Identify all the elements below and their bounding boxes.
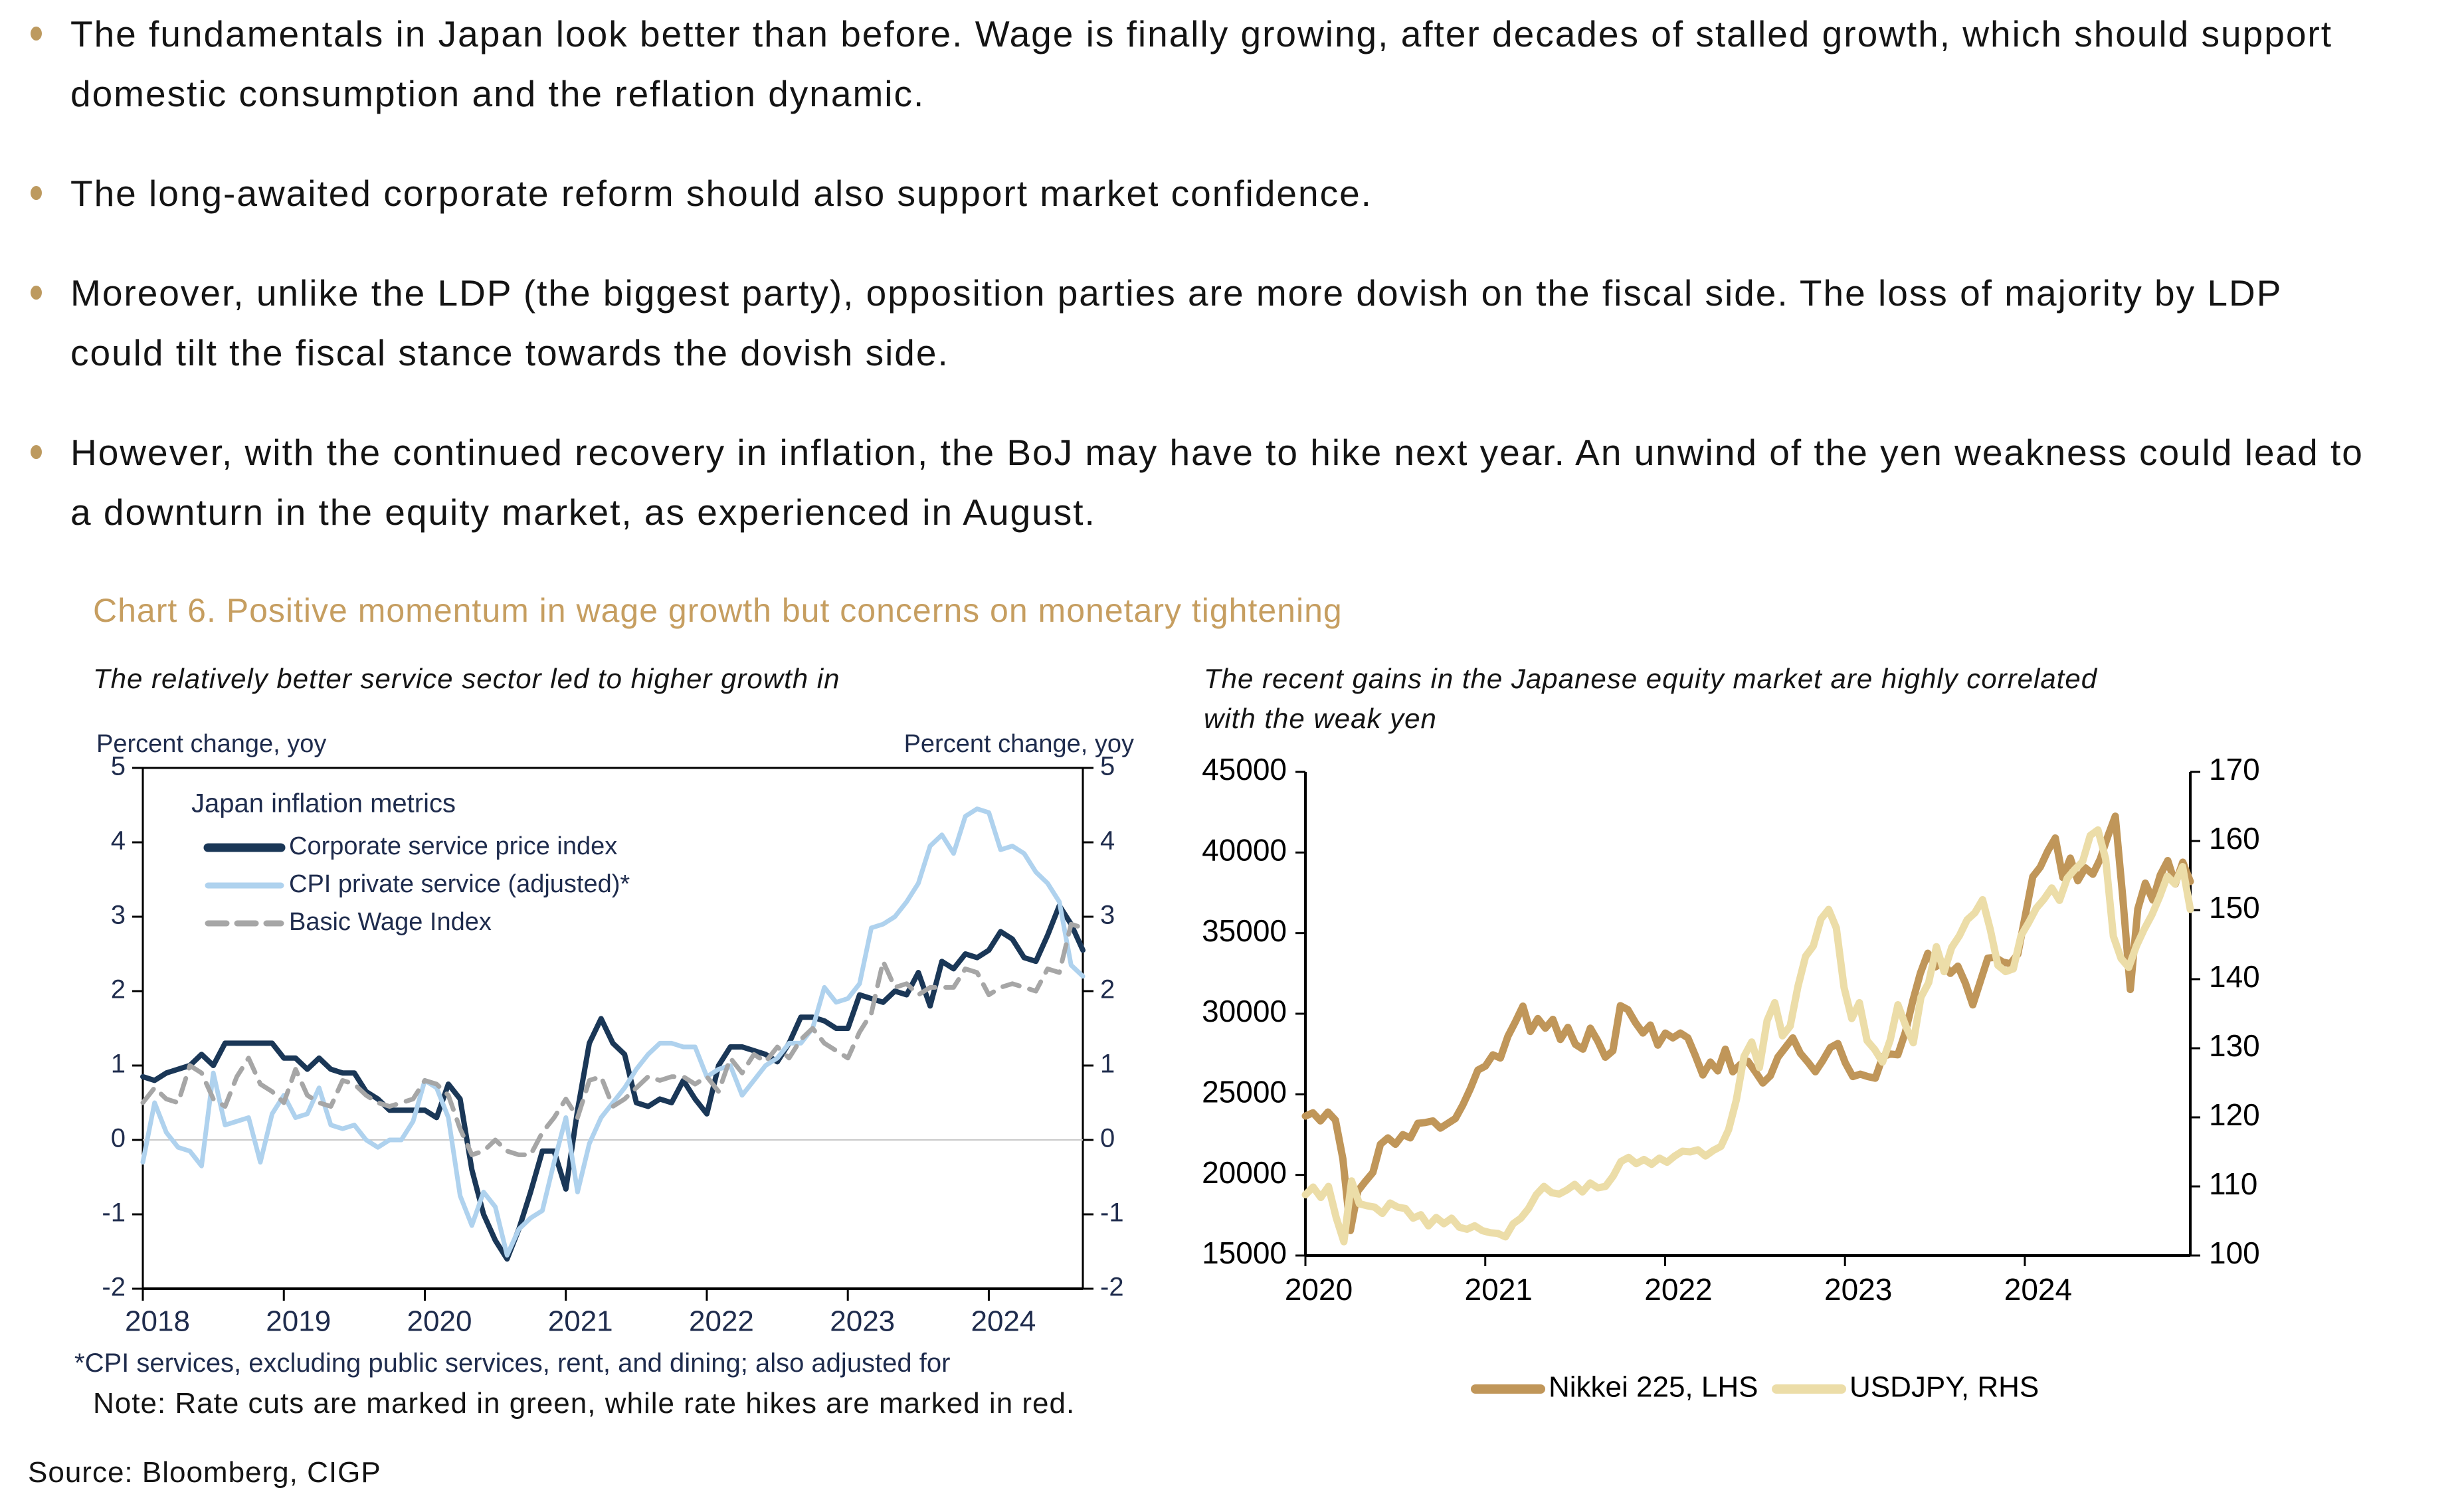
y-tick-label-left: 0 bbox=[111, 1124, 126, 1153]
y-tick-label-right: 0 bbox=[1100, 1124, 1115, 1153]
x-tick-label: 2021 bbox=[1465, 1272, 1533, 1307]
bullet-item: The fundamentals in Japan look better th… bbox=[28, 4, 2366, 124]
y-tick-label-right: 4 bbox=[1100, 826, 1115, 856]
bullet-dot bbox=[31, 445, 42, 459]
rate-note: Note: Rate cuts are marked in green, whi… bbox=[93, 1387, 1076, 1420]
series-line bbox=[1301, 826, 2194, 1246]
series-line bbox=[1301, 812, 2194, 1234]
y-tick-label-right: 3 bbox=[1100, 901, 1115, 930]
bullet-item: Moreover, unlike the LDP (the biggest pa… bbox=[28, 263, 2366, 383]
nikkei-usdjpy-chart: 45000 40000 35000 30000 25000 20000 15000 170 16… bbox=[1202, 752, 2260, 1404]
x-tick-label: 2019 bbox=[266, 1305, 331, 1338]
y-tick-label-left: 15000 bbox=[1202, 1236, 1287, 1270]
legend-label: CPI private service (adjusted)* bbox=[289, 870, 630, 898]
x-tick-label: 2023 bbox=[830, 1305, 895, 1338]
y-tick-label-left: 40000 bbox=[1202, 832, 1287, 867]
y-tick-label-left: 3 bbox=[111, 901, 126, 930]
x-tick-label: 2024 bbox=[2004, 1272, 2072, 1307]
y-tick-label-left: 35000 bbox=[1202, 913, 1287, 948]
bullet-dot bbox=[31, 186, 42, 200]
right-chart-subtitle-line1: The recent gains in the Japanese equity … bbox=[1204, 663, 2098, 694]
bullet-text: The fundamentals in Japan look better th… bbox=[70, 13, 2333, 114]
legend-title: Japan inflation metrics bbox=[191, 789, 456, 818]
x-tick-label: 2020 bbox=[407, 1305, 472, 1338]
bullet-dot bbox=[31, 286, 42, 300]
y-tick-label-right: 2 bbox=[1100, 975, 1115, 1004]
bullet-text: However, with the continued recovery in … bbox=[70, 432, 2364, 533]
series-line bbox=[140, 903, 1086, 1262]
y-tick-label-left: 25000 bbox=[1202, 1074, 1287, 1109]
x-tick-label: 2022 bbox=[1644, 1272, 1712, 1307]
x-tick-label: 2023 bbox=[1824, 1272, 1892, 1307]
bullet-text: Moreover, unlike the LDP (the biggest pa… bbox=[70, 272, 2282, 373]
y-tick-label-left: 45000 bbox=[1202, 752, 1287, 787]
y-tick-label-left: 2 bbox=[111, 975, 126, 1004]
y-tick-label-left: -1 bbox=[102, 1198, 126, 1228]
bullet-dot bbox=[31, 27, 42, 41]
y-tick-label-left: 30000 bbox=[1202, 994, 1287, 1028]
legend-label: Basic Wage Index bbox=[289, 908, 492, 936]
x-tick-label: 2022 bbox=[689, 1305, 754, 1338]
right-chart-subtitle-line2: with the weak yen bbox=[1204, 703, 1437, 734]
legend-label: Nikkei 225, LHS bbox=[1549, 1371, 1758, 1404]
legend-label: Corporate service price index bbox=[289, 832, 617, 860]
legend-label: USDJPY, RHS bbox=[1849, 1371, 2039, 1404]
y-tick-label-right: 130 bbox=[2209, 1028, 2260, 1063]
y-tick-label-right: 110 bbox=[2209, 1166, 2257, 1201]
y-tick-label-right: 160 bbox=[2209, 821, 2260, 856]
y-axis-title-right: Percent change, yoy bbox=[904, 730, 1134, 758]
y-axis-title-left: Percent change, yoy bbox=[96, 730, 326, 758]
y-tick-label-left: 4 bbox=[111, 826, 126, 856]
y-tick-label-left: -2 bbox=[102, 1273, 126, 1302]
bullet-item: The long-awaited corporate reform should… bbox=[28, 163, 2366, 223]
source-line: Source: Bloomberg, CIGP bbox=[28, 1456, 381, 1489]
x-tick-label: 2024 bbox=[971, 1305, 1036, 1338]
y-tick-label-right: 1 bbox=[1100, 1050, 1115, 1079]
y-tick-label-left: 5 bbox=[111, 752, 126, 781]
y-tick-label-right: 150 bbox=[2209, 890, 2260, 925]
x-tick-label: 2021 bbox=[548, 1305, 613, 1338]
bullet-item: However, with the continued recovery in … bbox=[28, 422, 2366, 542]
bullet-text: The long-awaited corporate reform should… bbox=[70, 173, 1373, 214]
series-line bbox=[140, 806, 1086, 1258]
y-tick-label-left: 1 bbox=[111, 1050, 126, 1079]
y-tick-label-right: 140 bbox=[2209, 959, 2260, 994]
y-tick-label-right: -1 bbox=[1100, 1198, 1124, 1228]
series-line bbox=[140, 921, 1086, 1157]
y-tick-label-right: 100 bbox=[2209, 1236, 2260, 1270]
chart-section-title: Chart 6. Positive momentum in wage growt… bbox=[93, 592, 1343, 629]
y-tick-label-right: 5 bbox=[1100, 752, 1115, 781]
y-tick-label-right: 120 bbox=[2209, 1097, 2260, 1132]
x-tick-label: 2018 bbox=[125, 1305, 190, 1338]
bullet-list: The fundamentals in Japan look better th… bbox=[28, 4, 2366, 582]
y-tick-label-right: -2 bbox=[1100, 1273, 1124, 1302]
x-tick-label: 2020 bbox=[1285, 1272, 1353, 1307]
y-tick-label-left: 20000 bbox=[1202, 1155, 1287, 1190]
y-tick-label-right: 170 bbox=[2209, 752, 2260, 787]
left-chart-footnote: *CPI services, excluding public services… bbox=[74, 1349, 951, 1378]
left-chart-subtitle: The relatively better service sector led… bbox=[93, 663, 840, 694]
